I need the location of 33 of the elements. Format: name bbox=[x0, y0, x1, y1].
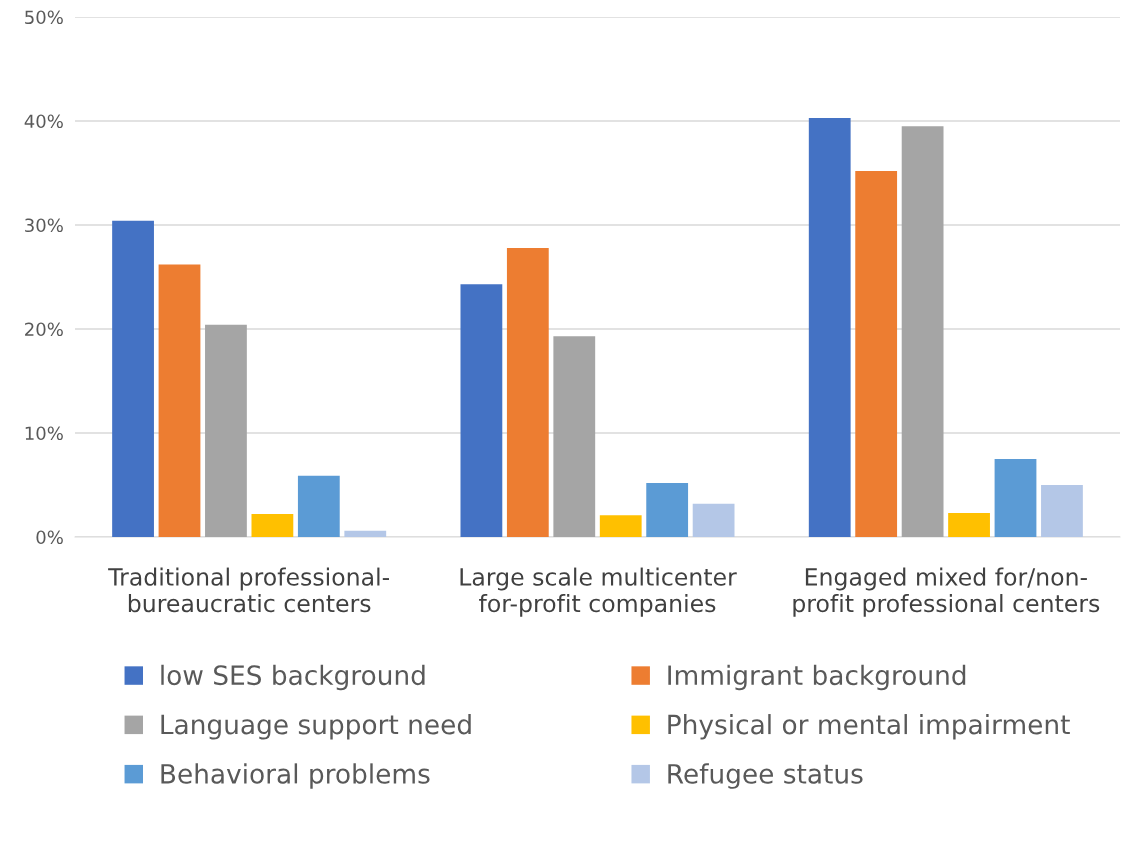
y-tick-label: 10% bbox=[25, 426, 63, 441]
bar bbox=[344, 530, 387, 537]
bar bbox=[553, 336, 596, 537]
bar bbox=[855, 170, 898, 537]
bar bbox=[506, 247, 549, 537]
bar bbox=[646, 482, 689, 537]
legend-label: Physical or mental impairment bbox=[668, 714, 1070, 740]
legend-label: Immigrant background bbox=[668, 664, 966, 691]
bar bbox=[158, 264, 201, 537]
y-tick-label: 20% bbox=[25, 322, 63, 337]
bar bbox=[1041, 485, 1083, 537]
bar bbox=[901, 126, 944, 537]
legend-label: low SES background bbox=[161, 664, 425, 691]
bar bbox=[948, 513, 990, 537]
x-tick-label: Traditional professional- bureaucratic centers bbox=[108, 567, 390, 613]
legend-label: Language support need bbox=[161, 714, 471, 740]
bar bbox=[692, 503, 735, 537]
y-tick-label: 0% bbox=[36, 530, 63, 545]
legend-label: Behavioral problems bbox=[161, 763, 430, 789]
x-tick-label: Engaged mixed for/non- profit professional centers bbox=[793, 567, 1100, 617]
y-tick-label: 30% bbox=[25, 218, 63, 233]
bar bbox=[994, 459, 1037, 537]
x-tick-label: Large scale multicenter for-profit companies bbox=[460, 567, 737, 617]
bar bbox=[808, 117, 851, 537]
y-tick-label: 40% bbox=[24, 114, 63, 129]
y-tick-label: 50% bbox=[25, 10, 63, 25]
bar bbox=[297, 475, 340, 537]
bar bbox=[205, 324, 247, 537]
bar bbox=[251, 514, 294, 537]
legend-label: Refugee status bbox=[668, 763, 863, 789]
bar bbox=[460, 284, 503, 537]
bar bbox=[112, 220, 154, 537]
bar bbox=[599, 515, 642, 537]
